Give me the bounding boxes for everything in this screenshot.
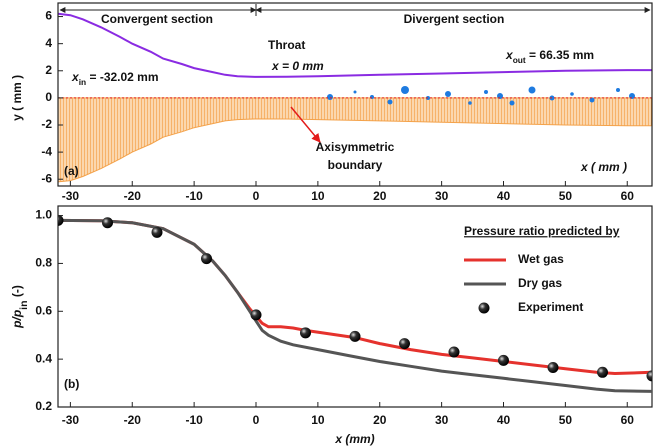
y-tick-label: -4 xyxy=(41,144,52,158)
annotation-sub: in xyxy=(79,77,86,87)
legend-title: Pressure ratio predicted by xyxy=(464,224,620,238)
experiment-point xyxy=(300,327,311,339)
y-tick-label: 0.8 xyxy=(35,256,52,270)
x-tick-label: 30 xyxy=(435,413,449,427)
experiment-point xyxy=(250,309,262,321)
y-axis-label-tail: (-) xyxy=(10,285,24,300)
x-tick-label: 50 xyxy=(559,189,573,203)
droplet xyxy=(445,91,451,97)
experiment-point xyxy=(151,226,163,238)
droplet xyxy=(589,97,595,103)
x-tick-label: -30 xyxy=(62,413,80,427)
y-tick-label: 0 xyxy=(45,90,52,104)
droplet xyxy=(401,86,409,94)
droplet xyxy=(528,86,536,94)
droplet xyxy=(616,88,620,92)
annotation: Throat xyxy=(268,38,305,52)
x-tick-label: -20 xyxy=(124,413,142,427)
x-tick-label: -10 xyxy=(185,413,203,427)
plot-area xyxy=(58,214,652,393)
x-tick-label: 30 xyxy=(435,189,449,203)
y-tick-label: -2 xyxy=(41,117,52,131)
droplet xyxy=(484,90,488,94)
droplet xyxy=(327,94,333,100)
experiment-point xyxy=(201,253,212,265)
y-axis-label-main: p/p xyxy=(10,310,24,329)
section-label: Divergent section xyxy=(404,12,505,26)
y-axis-label: y ( mm ) xyxy=(10,75,24,121)
series-line xyxy=(58,218,652,393)
x-axis-label: x (mm) xyxy=(334,432,374,446)
droplet xyxy=(370,95,374,99)
experiment-point xyxy=(547,362,559,374)
panel-label: (b) xyxy=(64,377,79,391)
y-axis-label: p/pin (-) xyxy=(10,285,30,329)
x-tick-label: 20 xyxy=(373,189,387,203)
y-tick-label: 4 xyxy=(45,36,52,50)
x-tick-label: 10 xyxy=(311,189,325,203)
y-tick-label: 1.0 xyxy=(35,208,52,222)
droplet xyxy=(509,100,515,106)
x-tick-label: 60 xyxy=(621,189,635,203)
boundary-mesh xyxy=(57,97,653,183)
annotation: xin = -32.02 mm xyxy=(71,70,159,87)
annotation: x = 0 mm xyxy=(271,59,324,73)
x-tick-label: 40 xyxy=(497,413,511,427)
experiment-point xyxy=(102,217,113,229)
pointer-arrow xyxy=(290,106,321,143)
x-tick-label: 50 xyxy=(559,413,573,427)
droplet xyxy=(387,99,393,105)
plot-frame xyxy=(57,2,653,187)
x-tick-label: 40 xyxy=(497,189,511,203)
legend-label: Dry gas xyxy=(518,276,562,290)
legend-marker xyxy=(478,302,490,314)
wall-profile xyxy=(57,12,652,78)
x-tick-label: 10 xyxy=(311,413,325,427)
section-label: Convergent section xyxy=(101,12,213,26)
experiment-point xyxy=(448,346,460,358)
annotation: boundary xyxy=(328,158,383,172)
legend-label: Wet gas xyxy=(518,252,564,266)
x-axis-label: x ( mm ) xyxy=(580,160,627,174)
x-tick-label: -10 xyxy=(185,189,203,203)
y-tick-label: 6 xyxy=(45,9,52,23)
series-line xyxy=(58,218,652,376)
y-tick-label: 0.4 xyxy=(35,351,52,365)
droplet xyxy=(468,101,472,105)
experiment-point xyxy=(399,338,410,350)
x-tick-label: 60 xyxy=(621,413,635,427)
legend-label: Experiment xyxy=(518,300,583,314)
y-tick-label: 0.2 xyxy=(35,399,52,413)
droplet xyxy=(570,92,574,96)
x-tick-label: -20 xyxy=(124,189,142,203)
annotation-tail: = 66.35 mm xyxy=(526,48,594,62)
experiment-point xyxy=(58,214,64,226)
experiment-point xyxy=(646,370,652,382)
droplet xyxy=(353,90,357,94)
annotation-sub: out xyxy=(513,55,526,65)
x-tick-label: -30 xyxy=(62,189,80,203)
y-tick-label: 0.6 xyxy=(35,303,52,317)
y-tick-label: -6 xyxy=(41,171,52,185)
annotation-main: x xyxy=(71,70,80,84)
x-tick-label: 20 xyxy=(373,413,387,427)
annotation-main: x xyxy=(505,48,514,62)
annotation-tail: = -32.02 mm xyxy=(86,70,158,84)
panel-label: (a) xyxy=(64,164,79,178)
y-axis-label-sub: in xyxy=(18,300,30,309)
x-tick-label: 0 xyxy=(253,413,260,427)
annotation: xout = 66.35 mm xyxy=(505,48,594,65)
annotation: Axisymmetric xyxy=(316,140,395,154)
y-tick-label: 2 xyxy=(45,63,52,77)
plot-frame xyxy=(57,205,653,408)
experiment-point xyxy=(498,354,509,366)
x-tick-label: 0 xyxy=(253,189,260,203)
experiment-point xyxy=(349,330,361,342)
experiment-point xyxy=(597,366,608,378)
